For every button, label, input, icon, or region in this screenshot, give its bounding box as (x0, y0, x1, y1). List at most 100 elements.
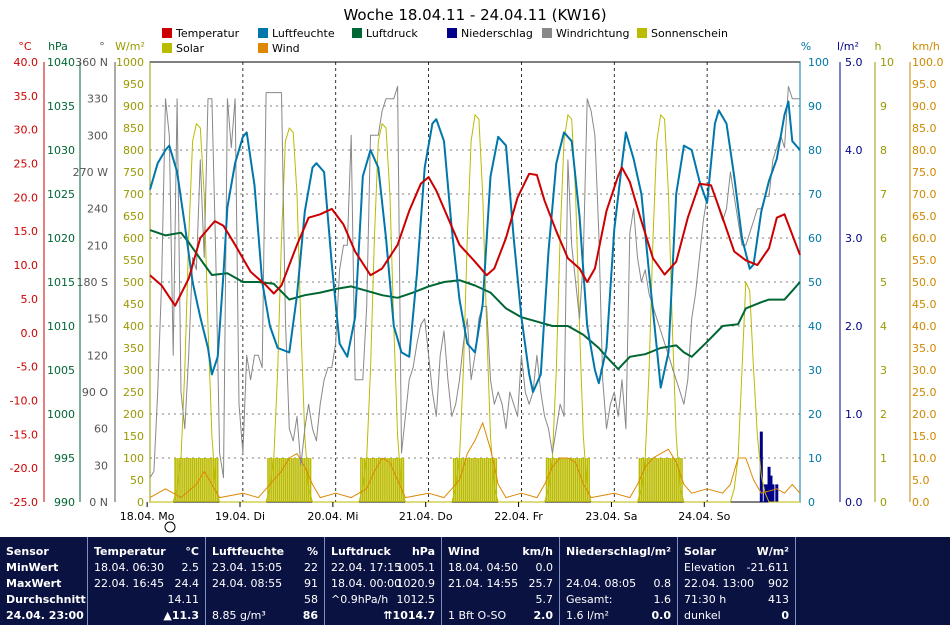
temp-axis-tick: 30.0 (14, 124, 39, 137)
rain-axis-tick: 2.0 (845, 320, 863, 333)
press-axis-tick: 1020 (47, 232, 75, 245)
panel-cell-label: 18.04. 04:50 (448, 561, 519, 574)
wind-axis-unit: km/h (912, 40, 940, 53)
solar-axis-unit: W/m² (115, 40, 145, 53)
panel-cell-label: 24.04. 08:55 (212, 577, 283, 590)
press-axis-tick: 1025 (47, 188, 75, 201)
temperatur-line (149, 166, 801, 307)
rain-axis-tick: 3.0 (845, 232, 863, 245)
panel-cell-value: 25.7 (528, 577, 554, 590)
panel-cell-label: 22.04. 17:15 (331, 561, 402, 574)
solar-axis-tick: 750 (123, 166, 144, 179)
luftdruck-line (149, 229, 801, 371)
wind-axis-tick: 10.0 (912, 452, 937, 465)
panel-cell-value: 413 (768, 593, 789, 606)
panel-cell-label: 22.04. 16:45 (94, 577, 165, 590)
temp-axis-tick: -25.0 (10, 496, 38, 509)
hum-axis-tick: 70 (808, 188, 822, 201)
panel-cell-value: 14.11 (167, 593, 200, 606)
press-axis-tick: 1040 (47, 56, 75, 69)
panel-header: Luftfeuchte (212, 545, 285, 558)
panel-unit: km/h (522, 545, 553, 558)
panel-cell-label: Gesamt: (566, 593, 613, 606)
panel-cell-value: 902 (768, 577, 789, 590)
hum-axis-tick: 50 (808, 276, 822, 289)
wind-axis-tick: 5.0 (912, 474, 930, 487)
solar-axis-tick: 950 (123, 78, 144, 91)
luftfeuchte-line (149, 100, 801, 393)
panel-column: Solar W/m² Elevation -21.611 22.04. 13:00 902… (678, 537, 796, 625)
dir-axis-tick: 0 N (89, 496, 108, 509)
temp-axis-tick: 20.0 (14, 191, 39, 204)
solar-axis-tick: 550 (123, 254, 144, 267)
panel-unit: W/m² (756, 545, 789, 558)
dir-axis-tick: 30 (94, 459, 108, 472)
panel-column: Luftdruck hPa 22.04. 17:15 1005.1 18.04. 00:… (325, 537, 442, 625)
wind-axis-tick: 75.0 (912, 166, 937, 179)
dir-axis-tick: 270 W (73, 166, 108, 179)
panel-header: Wind (448, 545, 480, 558)
panel-cell-label: 18.04. 00:00 (331, 577, 402, 590)
panel-cell-label: ^0.9hPa/h (331, 593, 389, 606)
panel-header: Luftdruck (331, 545, 391, 558)
wind-axis-tick: 80.0 (912, 144, 937, 157)
panel-cell-value: 58 (304, 593, 318, 606)
dir-axis-tick: 60 (94, 423, 108, 436)
dir-axis-tick: 360 N (75, 56, 108, 69)
panel-cell-label: 71:30 h (684, 593, 727, 606)
panel-row-label: MinWert (6, 561, 59, 574)
wind-axis-tick: 25.0 (912, 386, 937, 399)
panel-cell-value: ⇈1014.7 (383, 609, 435, 622)
rain-axis-tick: 1.0 (845, 408, 863, 421)
chart-title: Woche 18.04.11 - 24.04.11 (KW16) (343, 6, 606, 24)
x-day-label: 20.04. Mi (307, 510, 358, 523)
legend-swatch (162, 43, 172, 53)
wind-axis-tick: 95.0 (912, 78, 937, 91)
panel-header: Sensor (6, 545, 49, 558)
rain-bar (767, 466, 771, 502)
hum-axis-tick: 0 (808, 496, 815, 509)
wind-axis-tick: 60.0 (912, 232, 937, 245)
panel-cell-value: 2.0 (533, 609, 554, 622)
sun-axis-unit: h (875, 40, 882, 53)
legend-label: Luftfeuchte (272, 27, 335, 40)
temp-axis-unit: °C (18, 40, 32, 53)
solar-line (150, 114, 800, 503)
panel-cell-label: 18.04. 06:30 (94, 561, 165, 574)
summary-panel: Sensor MinWert MaxWert Durchschnitt 24.04. 2… (0, 537, 950, 625)
x-day-label: 19.04. Di (215, 510, 265, 523)
panel-unit: % (306, 545, 318, 558)
solar-axis-tick: 150 (123, 430, 144, 443)
wind-axis-tick: 55.0 (912, 254, 937, 267)
wind-axis-tick: 85.0 (912, 122, 937, 135)
panel-unit: hPa (411, 545, 435, 558)
panel-column: Luftfeuchte% 23.04. 15:05 22 24.04. 08:55 91… (206, 537, 325, 625)
dir-axis-unit: ° (99, 40, 105, 53)
rain-bar (769, 475, 773, 502)
panel-row-label: MaxWert (6, 577, 62, 590)
panel-column: Wind km/h 18.04. 04:50 0.0 21.04. 14:55 25.7 5… (442, 537, 560, 625)
legend-swatch (258, 43, 268, 53)
press-axis-tick: 1005 (47, 364, 75, 377)
panel-cell-value: 24.4 (174, 577, 200, 590)
panel-header: Temperatur (94, 545, 166, 558)
sun-axis-tick: 2 (880, 408, 887, 421)
press-axis-tick: 1035 (47, 100, 75, 113)
solar-axis-tick: 100 (123, 452, 144, 465)
panel-row-label: 24.04. 23:00 (6, 609, 84, 622)
panel-cell-value: 1012.5 (396, 593, 436, 606)
sun-axis-tick: 6 (880, 232, 887, 245)
dir-axis-tick: 210 (87, 239, 108, 252)
legend-swatch (162, 28, 172, 38)
legend-swatch (352, 28, 362, 38)
windrichtung-line (149, 85, 800, 479)
temp-axis-tick: -10.0 (10, 394, 38, 407)
hum-axis-tick: 80 (808, 144, 822, 157)
panel-header: Solar (684, 545, 717, 558)
panel-header: Niederschlag (566, 545, 648, 558)
rain-bar (765, 484, 769, 502)
sun-axis-tick: 10 (880, 56, 894, 69)
sun-axis-tick: 3 (880, 364, 887, 377)
dir-axis-tick: 330 (87, 93, 108, 106)
x-day-label: 18.04. Mo (120, 510, 175, 523)
